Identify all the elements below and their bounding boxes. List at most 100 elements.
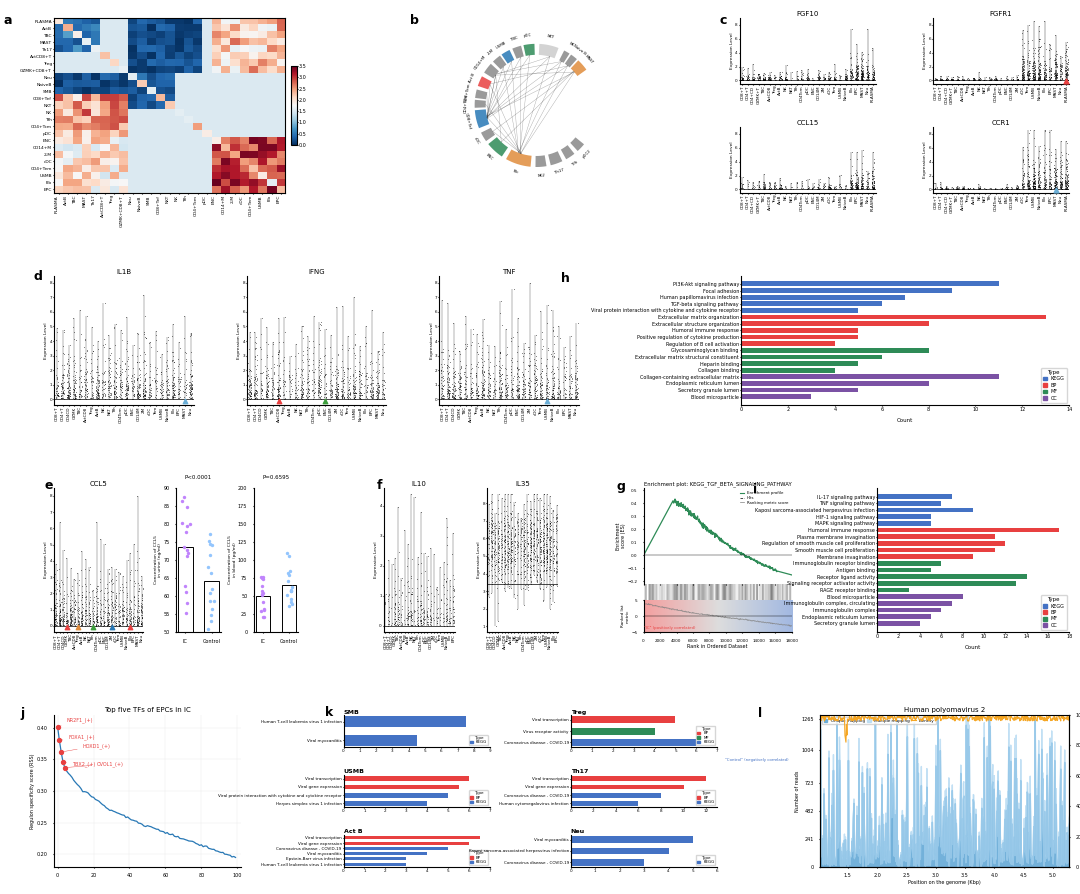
Point xyxy=(544,556,562,570)
Point xyxy=(1057,69,1075,83)
Point xyxy=(1021,123,1038,138)
Point xyxy=(939,72,956,86)
Point xyxy=(847,72,864,87)
Point xyxy=(434,370,451,384)
Point xyxy=(176,308,193,323)
Point xyxy=(140,392,158,406)
Point xyxy=(778,72,795,87)
Point xyxy=(159,383,176,397)
Point xyxy=(403,607,420,621)
Point xyxy=(788,63,806,78)
Point xyxy=(340,328,357,342)
Point xyxy=(539,521,556,536)
Point xyxy=(70,389,87,403)
Point xyxy=(1014,61,1031,75)
Identity xyxy=(1057,712,1070,722)
Point xyxy=(59,380,77,394)
Point xyxy=(949,180,967,194)
Point xyxy=(428,582,445,596)
Point xyxy=(160,391,177,405)
Point xyxy=(766,68,783,82)
Y-axis label: Ranked list
metric: Ranked list metric xyxy=(621,605,630,628)
Bar xyxy=(877,548,995,552)
Point xyxy=(445,582,462,596)
Point xyxy=(400,609,417,623)
Point xyxy=(311,380,328,394)
Point xyxy=(336,369,353,384)
Point xyxy=(510,390,527,404)
Point xyxy=(567,383,584,397)
Point xyxy=(316,387,334,401)
Point xyxy=(826,72,843,86)
Point xyxy=(312,317,329,332)
Point xyxy=(1036,177,1053,191)
Point xyxy=(281,368,298,383)
Point xyxy=(1048,73,1065,88)
Point xyxy=(492,388,510,402)
Point xyxy=(334,388,351,402)
Point xyxy=(99,618,117,632)
Point xyxy=(152,365,170,379)
Point xyxy=(442,603,459,617)
Point xyxy=(58,391,76,405)
Point xyxy=(58,616,76,630)
Point xyxy=(748,70,766,84)
Point xyxy=(340,392,357,406)
Point xyxy=(760,71,778,85)
Point xyxy=(515,546,532,561)
Point xyxy=(1025,70,1042,84)
Point xyxy=(1015,72,1032,87)
Point xyxy=(1024,176,1041,190)
Point xyxy=(782,72,799,87)
Point xyxy=(446,367,463,381)
Point xyxy=(99,585,117,599)
Point xyxy=(535,550,552,564)
Point xyxy=(242,374,259,388)
Point xyxy=(118,614,135,628)
Point xyxy=(258,389,275,403)
Point xyxy=(281,370,298,384)
Point xyxy=(258,382,275,396)
Point xyxy=(848,164,865,178)
Point xyxy=(442,593,459,607)
Point xyxy=(114,569,132,584)
Point xyxy=(949,73,967,88)
Point xyxy=(567,391,584,405)
Point xyxy=(124,618,141,632)
Point xyxy=(507,552,524,567)
Point xyxy=(793,72,810,86)
Point xyxy=(294,319,311,333)
Point xyxy=(114,585,132,599)
Point xyxy=(67,602,84,616)
Point xyxy=(842,173,860,187)
Point xyxy=(363,383,380,397)
Point xyxy=(852,176,869,190)
Point xyxy=(429,587,446,602)
Point xyxy=(474,367,491,381)
Point xyxy=(500,519,517,534)
Point xyxy=(744,72,761,87)
Point xyxy=(491,346,509,360)
Point xyxy=(1037,71,1054,85)
Point xyxy=(852,181,869,196)
Point xyxy=(437,610,455,624)
Point xyxy=(528,576,545,590)
Point xyxy=(1037,177,1054,191)
Point xyxy=(103,612,120,627)
Point xyxy=(535,531,552,545)
Point xyxy=(64,387,81,401)
Point xyxy=(370,378,388,392)
Point xyxy=(536,504,553,519)
Point xyxy=(431,619,448,633)
Point xyxy=(744,72,761,87)
Point xyxy=(798,72,815,87)
Point xyxy=(269,384,286,399)
Point xyxy=(66,593,83,607)
Point xyxy=(1024,161,1041,175)
Point xyxy=(821,182,838,197)
Point xyxy=(130,616,147,630)
Point xyxy=(988,72,1005,86)
Point xyxy=(841,174,859,189)
Point xyxy=(306,361,323,375)
Point xyxy=(73,380,91,394)
